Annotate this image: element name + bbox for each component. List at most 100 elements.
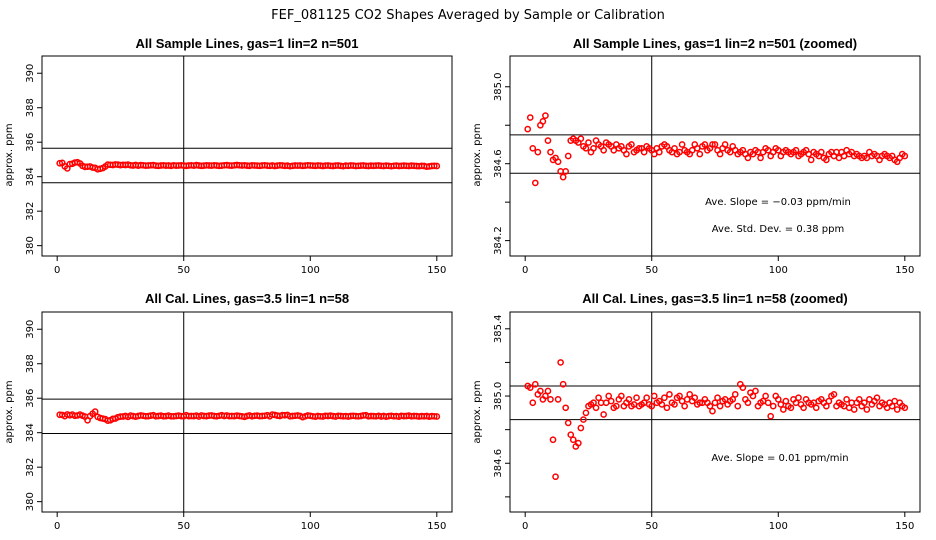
data-point (855, 396, 863, 403)
data-point (526, 114, 534, 121)
data-point (529, 399, 537, 407)
data-point (744, 154, 752, 162)
data-point (564, 152, 572, 160)
data-point (640, 148, 648, 156)
data-point (534, 148, 542, 156)
plot-area: 0 50 100 150 380 382 384 386 388 390 (25, 55, 453, 276)
panel-cal-lines-zoomed: All Cal. Lines, gas=3.5 lin=1 n=58 (zoom… (472, 291, 921, 532)
data-point (557, 359, 564, 366)
data-point (795, 394, 802, 402)
data-point (577, 135, 585, 143)
data-point (714, 394, 721, 402)
data-point (433, 413, 441, 420)
data-point (812, 404, 820, 412)
data-point (559, 380, 567, 388)
data-point (595, 394, 602, 402)
data-point (655, 148, 663, 156)
y-tick-label: 386 (25, 389, 36, 408)
data-point (623, 150, 630, 158)
plot-frame (41, 55, 453, 257)
data-point (547, 148, 554, 156)
y-tick-label: 384.2 (493, 226, 504, 255)
y-tick-label: 382 (25, 202, 36, 221)
data-point (678, 141, 686, 148)
y-tick-label: 384.6 (493, 449, 504, 478)
x-tick-label: 50 (177, 265, 190, 276)
data-point (633, 394, 640, 402)
data-point (671, 144, 678, 152)
x-tick-label: 0 (54, 265, 60, 276)
data-point (823, 156, 830, 164)
data-point (709, 141, 716, 148)
data-point (800, 404, 807, 412)
x-tick-label: 150 (895, 521, 914, 532)
data-point (830, 391, 838, 398)
annotation-ave-slope: Ave. Slope = −0.03 ppm/min (705, 197, 851, 208)
panel-title: All Cal. Lines, gas=3.5 lin=1 n=58 (zoom… (582, 291, 848, 306)
panel-cal-lines: All Cal. Lines, gas=3.5 lin=1 n=58 appro… (4, 291, 453, 532)
y-tick-label: 388 (25, 354, 36, 373)
data-point (574, 439, 582, 447)
y-tick-label: 385.4 (493, 314, 504, 343)
data-point (91, 408, 99, 416)
data-point (744, 399, 752, 407)
data-point (542, 112, 549, 119)
data-point (787, 404, 795, 412)
data-point (618, 392, 625, 400)
data-point (600, 411, 607, 418)
data-point (860, 399, 868, 407)
data-point (552, 473, 559, 481)
data-point (524, 125, 532, 133)
data-point (592, 404, 600, 412)
data-point (585, 139, 592, 146)
data-point (562, 168, 570, 175)
data-point (625, 396, 633, 403)
panel-sample-lines-zoomed: All Sample Lines, gas=1 lin=2 n=501 (zoo… (472, 36, 921, 276)
y-tick-label: 386 (25, 133, 36, 152)
data-point (567, 431, 575, 439)
data-point (612, 402, 620, 410)
data-point (529, 144, 537, 152)
data-point (554, 396, 562, 403)
data-point (752, 387, 759, 395)
y-tick-label: 384.6 (493, 149, 504, 178)
data-point (691, 394, 699, 402)
panel-title: All Sample Lines, gas=1 lin=2 n=501 (136, 36, 359, 51)
data-point (686, 391, 694, 398)
data-point (531, 179, 539, 187)
x-tick-label: 0 (54, 521, 60, 532)
y-axis-label: approx. ppm (472, 380, 483, 443)
data-point (850, 406, 858, 413)
x-tick-label: 100 (769, 265, 788, 276)
data-point (650, 392, 658, 400)
y-tick-label: 390 (25, 320, 36, 339)
data-point (526, 384, 534, 391)
data-point (701, 141, 709, 148)
x-tick-label: 50 (645, 521, 658, 532)
data-point (635, 144, 643, 152)
data-point (607, 397, 615, 405)
y-tick-label: 385.0 (493, 382, 504, 411)
y-tick-label: 385.0 (493, 72, 504, 101)
data-point (681, 402, 688, 410)
data-point (901, 404, 909, 412)
data-point (696, 399, 704, 407)
data-point (709, 407, 716, 415)
data-point (628, 141, 635, 148)
data-point (590, 144, 597, 152)
data-point (777, 401, 785, 408)
data-point (531, 380, 539, 388)
y-axis-label: approx. ppm (4, 123, 15, 186)
data-point (547, 396, 554, 403)
data-point (762, 392, 769, 400)
data-point (823, 402, 830, 410)
panel-title: All Sample Lines, gas=1 lin=2 n=501 (zoo… (573, 36, 857, 51)
data-point (757, 154, 764, 162)
y-tick-label: 382 (25, 458, 36, 477)
data-point (716, 150, 724, 158)
x-tick-label: 50 (645, 265, 658, 276)
data-point (739, 384, 747, 391)
data-point (863, 406, 871, 413)
data-point (873, 394, 881, 402)
data-point (643, 394, 651, 402)
